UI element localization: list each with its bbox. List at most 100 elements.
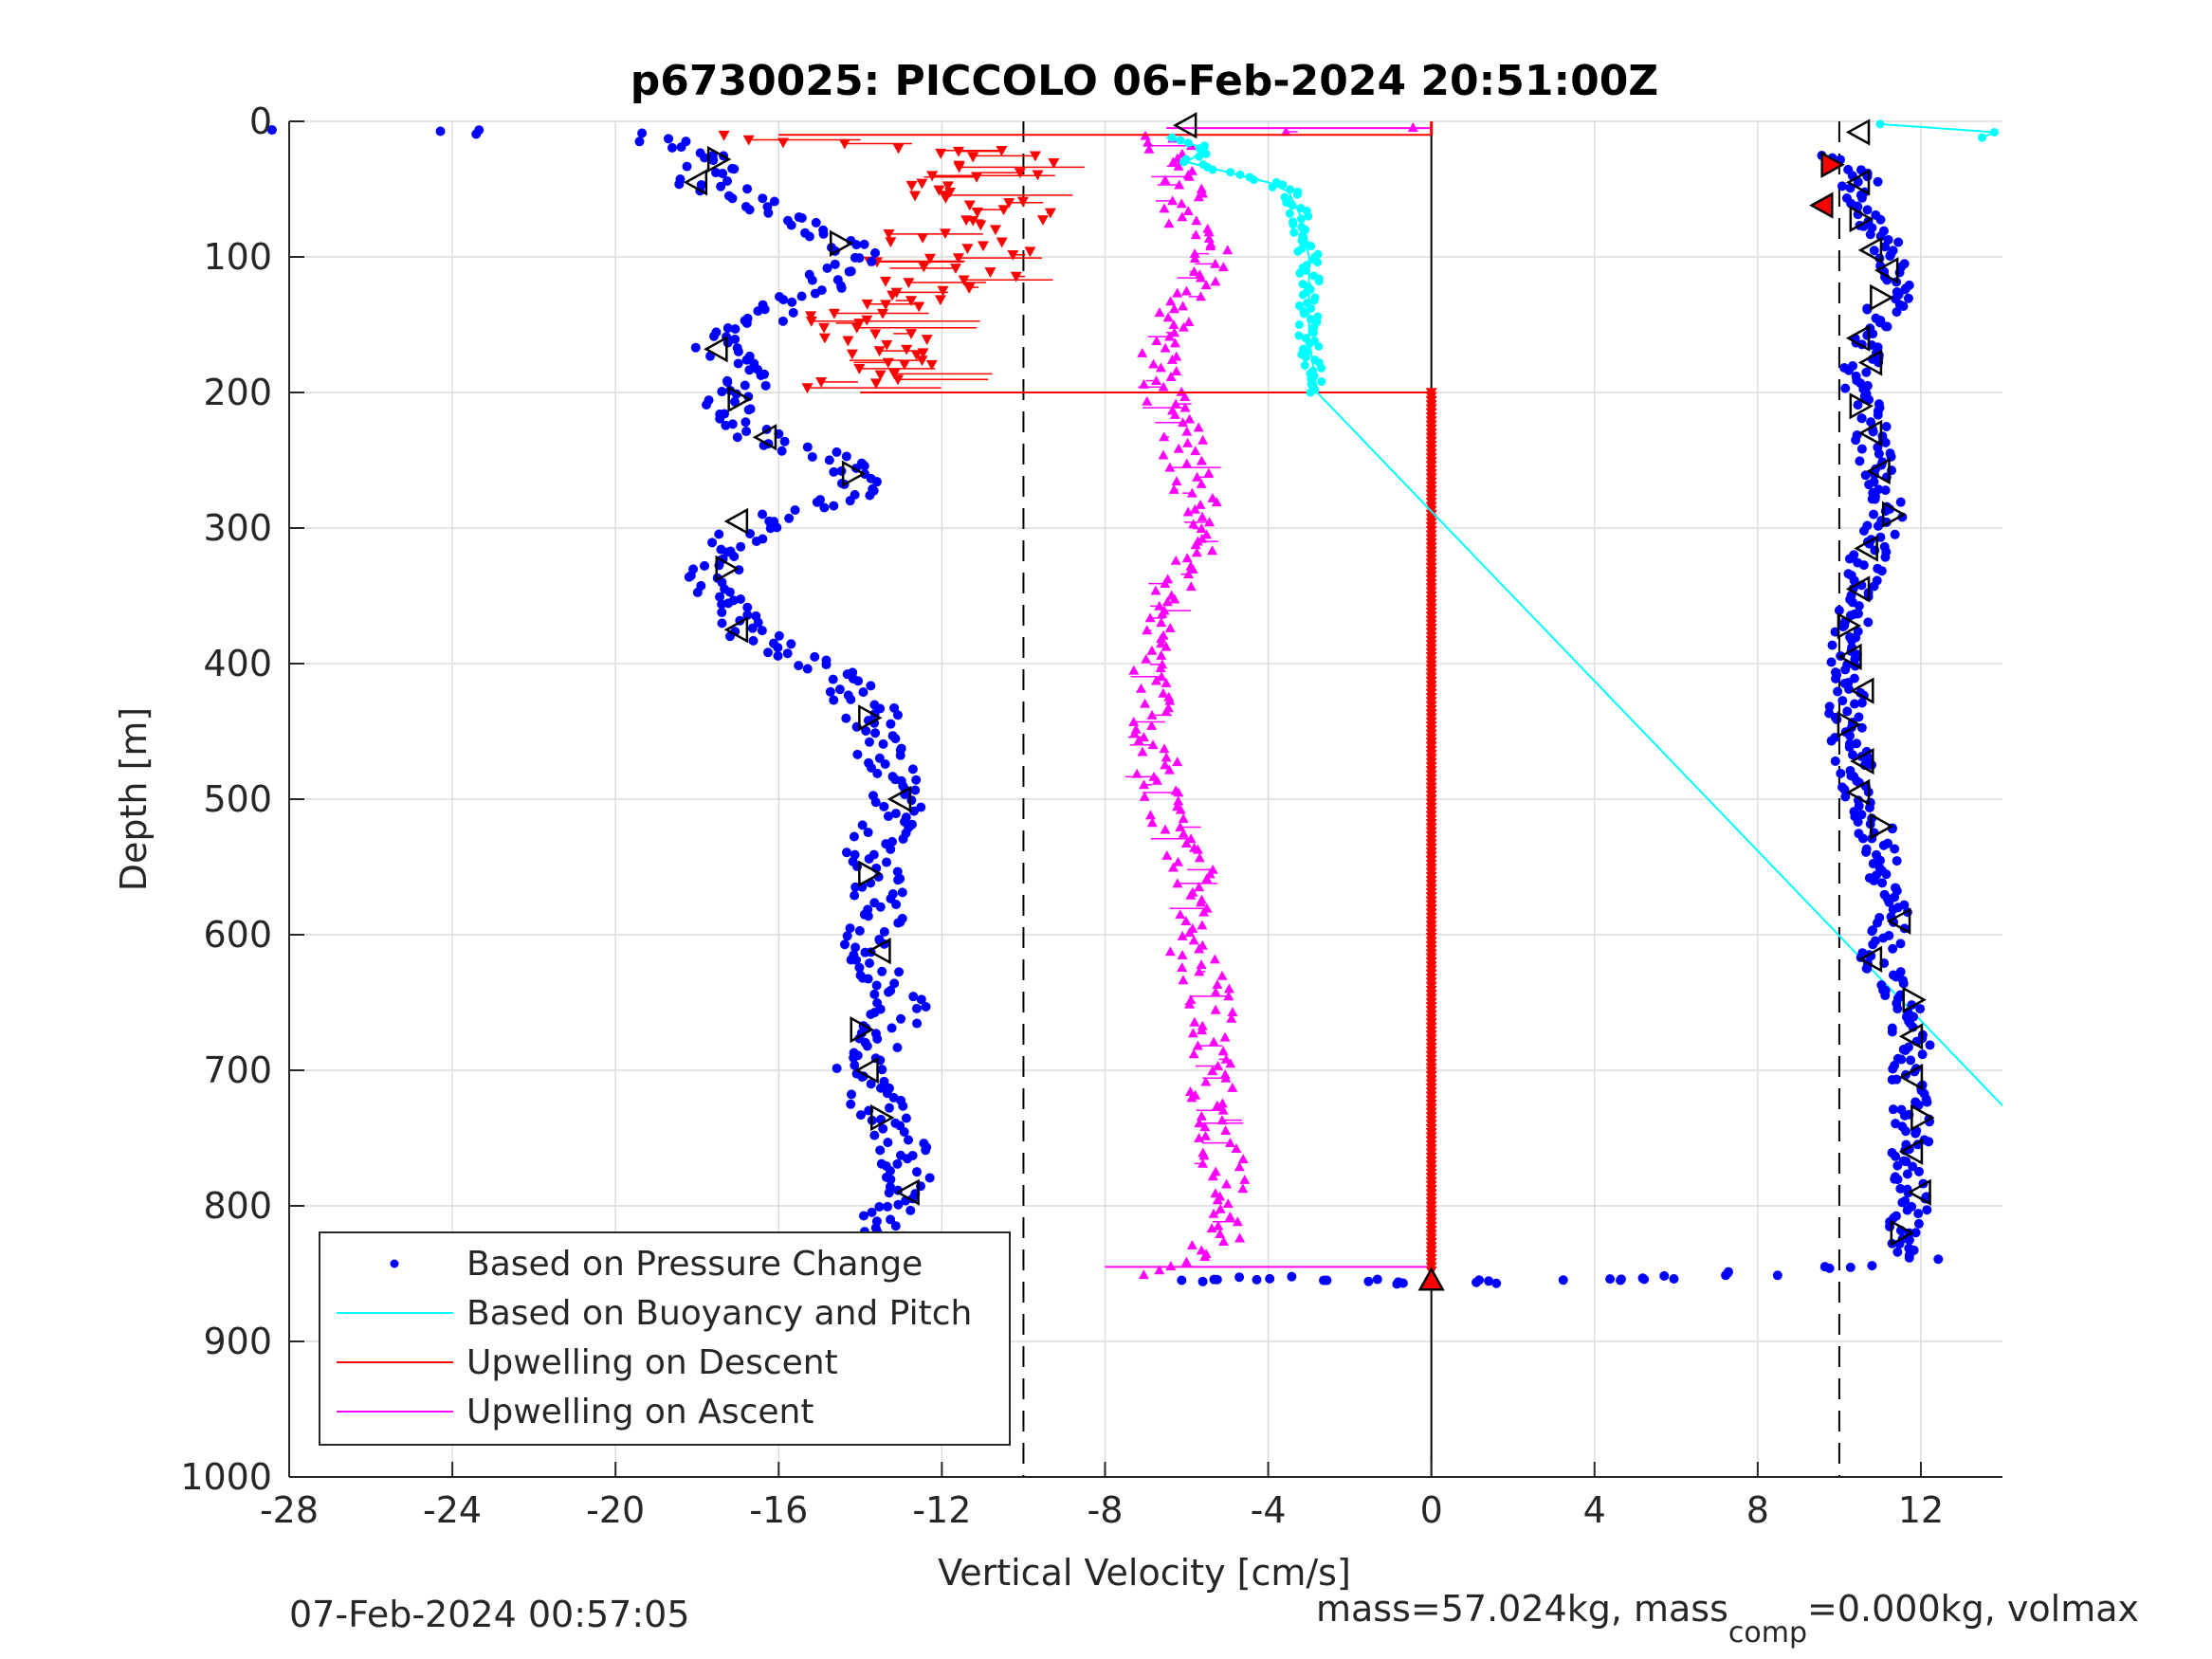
pressure-change-point: [845, 923, 855, 934]
upwelling-ascent-point: [1184, 413, 1196, 424]
pressure-change-point: [830, 259, 840, 269]
pressure-change-point: [1873, 176, 1883, 187]
pressure-change-point: [857, 820, 868, 830]
pressure-change-point: [1885, 251, 1895, 262]
pressure-change-point: [717, 618, 727, 629]
buoyancy-pitch-point: [1298, 290, 1307, 300]
descent-outline-triangle: [723, 507, 749, 535]
buoyancy-pitch-point: [1300, 360, 1309, 370]
pressure-change-point: [1892, 1074, 1902, 1085]
upwelling-ascent-point: [1227, 1082, 1238, 1092]
upwelling-ascent-point: [1178, 975, 1189, 985]
pressure-change-point: [877, 1065, 887, 1075]
ascent-outline-triangle: [1809, 191, 1834, 219]
pressure-change-point: [674, 179, 685, 190]
pressure-change-point: [829, 466, 839, 477]
upwelling-ascent-point: [1154, 1265, 1165, 1275]
buoyancy-pitch-point: [1295, 268, 1305, 278]
pressure-change-point: [1922, 1205, 1932, 1215]
upwelling-ascent-point: [1189, 1016, 1200, 1027]
upwelling-ascent-point: [1189, 253, 1200, 264]
upwelling-descent-point: [905, 296, 917, 307]
upwelling-ascent-point: [1139, 378, 1150, 389]
pressure-change-point: [821, 660, 832, 670]
pressure-change-point: [1892, 1004, 1903, 1014]
pressure-change-point: [842, 931, 852, 941]
x-axis-label: Vertical Velocity [cm/s]: [938, 1552, 1351, 1594]
ascent-outline-triangle: [1857, 419, 1883, 447]
pressure-change-point: [836, 283, 847, 293]
upwelling-ascent-point: [1200, 1130, 1212, 1140]
pressure-change-bottom-point: [1772, 1270, 1782, 1281]
buoyancy-pitch-point: [1317, 363, 1326, 373]
legend-marker-pressure-change: [390, 1259, 399, 1268]
pressure-change-point: [1869, 246, 1879, 256]
pressure-change-point: [1913, 1209, 1924, 1219]
pressure-change-point: [906, 795, 917, 806]
upwelling-ascent-point: [1215, 1203, 1226, 1213]
upwelling-ascent-point: [1165, 1261, 1177, 1271]
upwelling-descent-point: [874, 370, 887, 381]
pressure-change-point: [889, 978, 900, 989]
upwelling-ascent-point: [1168, 484, 1179, 494]
upwelling-ascent-point: [1189, 842, 1200, 852]
upwelling-ascent-point: [1139, 779, 1150, 790]
upwelling-ascent-point: [1234, 1161, 1245, 1172]
upwelling-ascent-point: [1189, 503, 1200, 514]
pressure-change-point: [882, 857, 892, 867]
pressure-change-point: [852, 749, 863, 759]
pressure-change-point: [1830, 756, 1840, 766]
pressure-change-point: [1881, 869, 1892, 880]
upwelling-ascent-point: [1221, 1178, 1233, 1189]
pressure-change-point: [765, 523, 776, 534]
upwelling-ascent-point: [1170, 398, 1181, 409]
upwelling-descent-point: [885, 237, 897, 248]
footer-mass-info: mass=57.024kg, masscomp=0.000kg, volmax: [1316, 1588, 2139, 1650]
pressure-change-point: [786, 639, 796, 649]
upwelling-ascent-point: [1188, 935, 1199, 945]
pressure-change-point: [855, 1110, 866, 1121]
pressure-change-point: [471, 129, 482, 139]
buoyancy-pitch-point: [1294, 331, 1304, 340]
buoyancy-pitch-point: [1294, 320, 1304, 329]
upwelling-descent-point: [801, 383, 814, 394]
upwelling-ascent-point: [1185, 560, 1197, 571]
upwelling-ascent-point: [1210, 1166, 1221, 1176]
pressure-change-point: [664, 134, 674, 144]
pressure-change-point: [684, 572, 694, 582]
pressure-change-point: [1849, 575, 1859, 586]
buoyancy-pitch-point: [1289, 228, 1299, 237]
pressure-change-point: [1853, 400, 1863, 410]
upwelling-descent-point: [805, 316, 817, 327]
pressure-change-bottom-point: [1616, 1275, 1626, 1285]
pressure-change-bottom-point: [1491, 1278, 1502, 1288]
upwelling-ascent-point: [1197, 511, 1208, 521]
buoyancy-pitch-point: [1226, 168, 1235, 177]
pressure-change-point: [1864, 803, 1874, 813]
upwelling-ascent-point: [1216, 970, 1228, 980]
upwelling-descent-point: [975, 220, 987, 231]
pressure-change-point: [742, 610, 753, 620]
upwelling-ascent-point: [1196, 455, 1207, 465]
pressure-change-point: [804, 231, 814, 242]
pressure-change-point: [892, 710, 903, 720]
pressure-change-point: [849, 1052, 859, 1063]
upwelling-ascent-point: [1173, 856, 1184, 866]
upwelling-ascent-point: [1155, 362, 1166, 373]
pressure-change-point: [911, 1003, 922, 1013]
upwelling-ascent-point: [1215, 1229, 1226, 1238]
pressure-change-point: [700, 560, 710, 571]
upwelling-ascent-point: [1172, 801, 1183, 811]
x-tick-label: -28: [260, 1489, 319, 1531]
upwelling-ascent-point: [1234, 1232, 1246, 1243]
upwelling-ascent-point: [1143, 143, 1155, 154]
upwelling-descent-point: [870, 378, 883, 390]
upwelling-ascent-point: [1159, 431, 1170, 442]
ascent-outline-triangle: [1850, 747, 1874, 775]
upwelling-descent-point: [967, 152, 979, 163]
upwelling-ascent-point: [1226, 1012, 1237, 1023]
upwelling-ascent-point: [1187, 1028, 1198, 1038]
pressure-change-point: [859, 461, 869, 471]
buoyancy-pitch-point: [1288, 201, 1297, 210]
